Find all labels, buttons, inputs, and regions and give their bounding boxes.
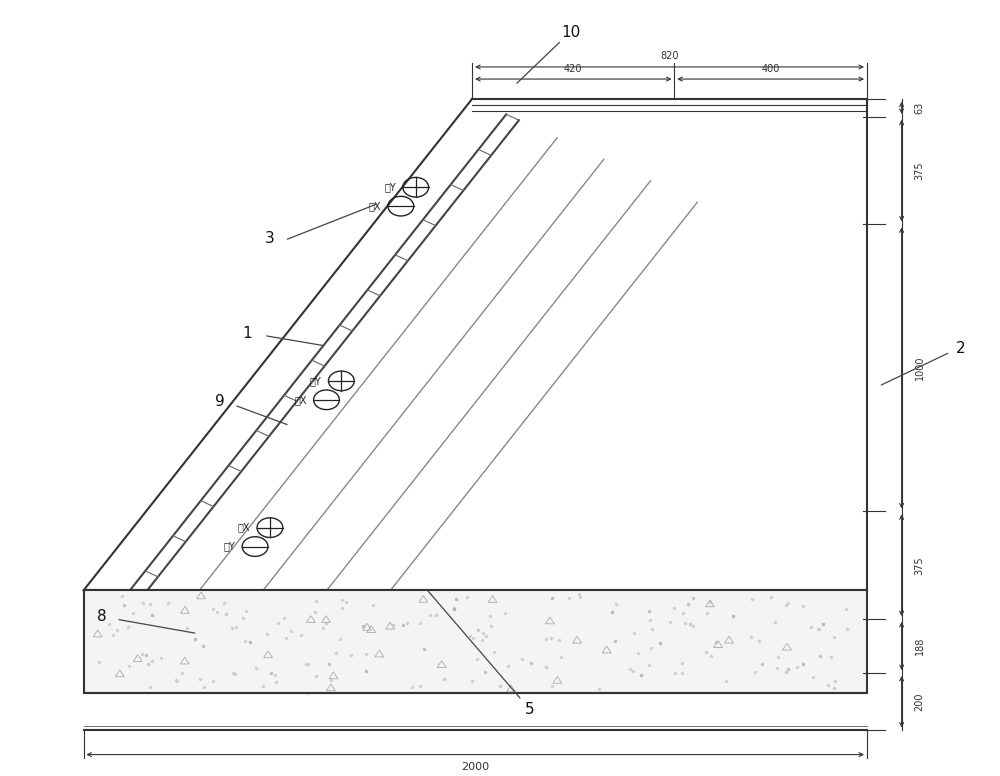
Text: 5: 5: [525, 702, 535, 717]
Text: 10: 10: [562, 26, 581, 40]
Text: 375: 375: [914, 556, 924, 574]
Text: 2000: 2000: [461, 762, 489, 772]
Text: 1000: 1000: [914, 355, 924, 380]
Text: 1: 1: [242, 326, 252, 341]
Text: 9: 9: [215, 393, 225, 409]
Text: 中X: 中X: [294, 395, 307, 405]
Text: 63: 63: [914, 102, 924, 114]
Text: 420: 420: [564, 64, 583, 74]
Text: 375: 375: [914, 161, 924, 180]
Text: 820: 820: [660, 51, 679, 61]
Bar: [84, 591, 867, 692]
Text: 底X: 底X: [238, 523, 250, 532]
Text: 顶X: 顶X: [369, 201, 381, 211]
Text: 200: 200: [914, 692, 924, 711]
Text: 400: 400: [761, 64, 780, 74]
Text: 中Y: 中Y: [310, 376, 322, 386]
Text: 顶Y: 顶Y: [384, 182, 396, 192]
Text: 188: 188: [914, 637, 924, 655]
Text: 3: 3: [265, 231, 275, 246]
Text: 底Y: 底Y: [223, 542, 235, 552]
Text: 8: 8: [97, 609, 106, 625]
Text: 2: 2: [956, 341, 966, 356]
